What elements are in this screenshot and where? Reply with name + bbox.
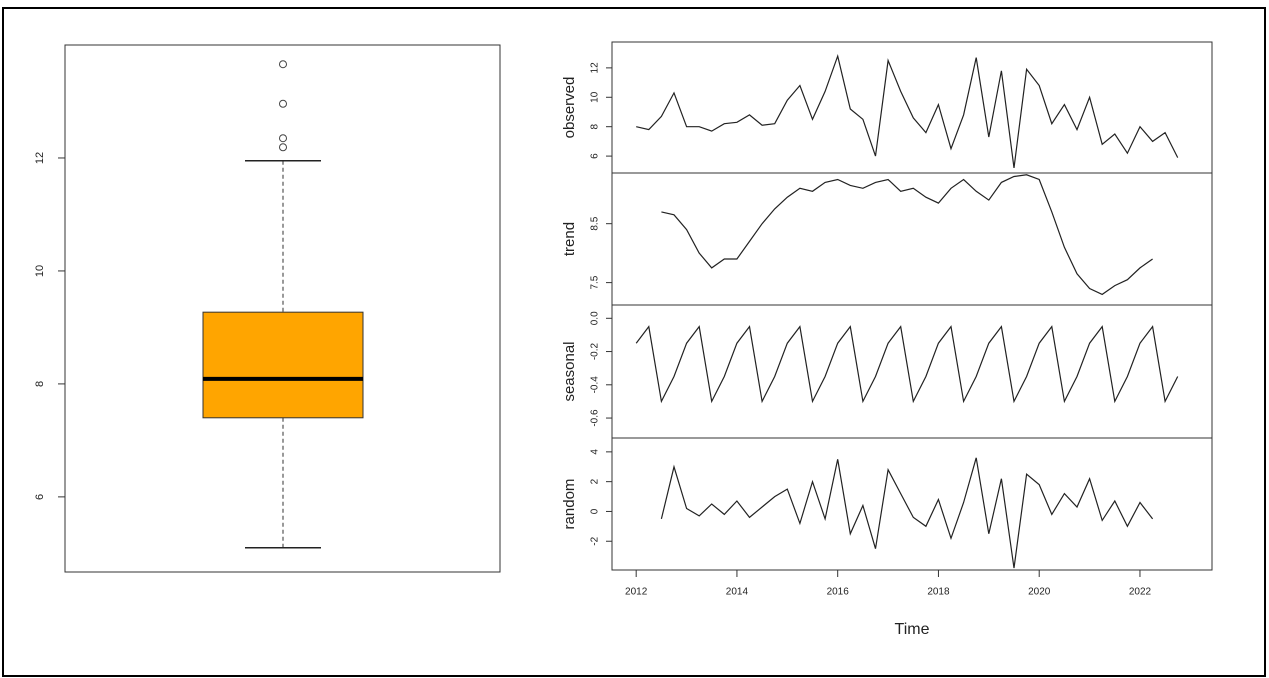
panel-label: observed [561,77,578,139]
panel-label: seasonal [561,341,578,401]
frame [2,7,1266,677]
outlier [279,99,287,108]
y-tick-label: 10 [34,265,46,277]
y-tick-label: -0.4 [590,376,601,394]
plot-border [64,44,501,573]
outlier [279,143,287,152]
x-tick-label: 2012 [625,587,648,598]
y-tick-label: 0.0 [590,311,601,325]
x-tick-label: 2016 [827,587,850,598]
y-tick-label: 12 [34,152,46,164]
y-tick-label: 8 [590,123,601,129]
y-tick-label: 0 [590,508,601,514]
x-tick-label: 2018 [927,587,950,598]
y-tick-label: 10 [590,91,601,103]
series-line [635,325,1179,404]
y-tick-label: 6 [590,153,601,159]
y-tick-label: 7.5 [590,275,601,289]
y-tick-label: 6 [34,494,46,500]
y-tick-label: -2 [590,536,601,545]
y-tick-label: -0.6 [590,409,601,427]
panel-border [611,172,1213,306]
panel-border [611,437,1213,571]
y-tick-label: 8 [34,381,46,387]
y-tick-label: 4 [590,449,601,455]
panel-label: trend [561,222,578,256]
series-line [661,174,1153,296]
x-axis-label: Time [895,621,930,638]
series-line [636,53,1179,168]
y-tick-label: 8.5 [590,216,601,230]
panel-border [611,41,1213,174]
x-tick-label: 2022 [1129,587,1152,598]
y-tick-label: 12 [590,62,601,74]
panel-border [611,304,1213,439]
panel-label: random [561,479,578,530]
box [202,311,364,419]
outlier [279,134,287,143]
y-tick-label: 2 [590,478,601,484]
x-tick-label: 2014 [726,587,749,598]
y-tick-label: -0.2 [590,342,601,360]
series-line [660,457,1154,569]
x-tick-label: 2020 [1028,587,1051,598]
outlier [279,60,287,69]
